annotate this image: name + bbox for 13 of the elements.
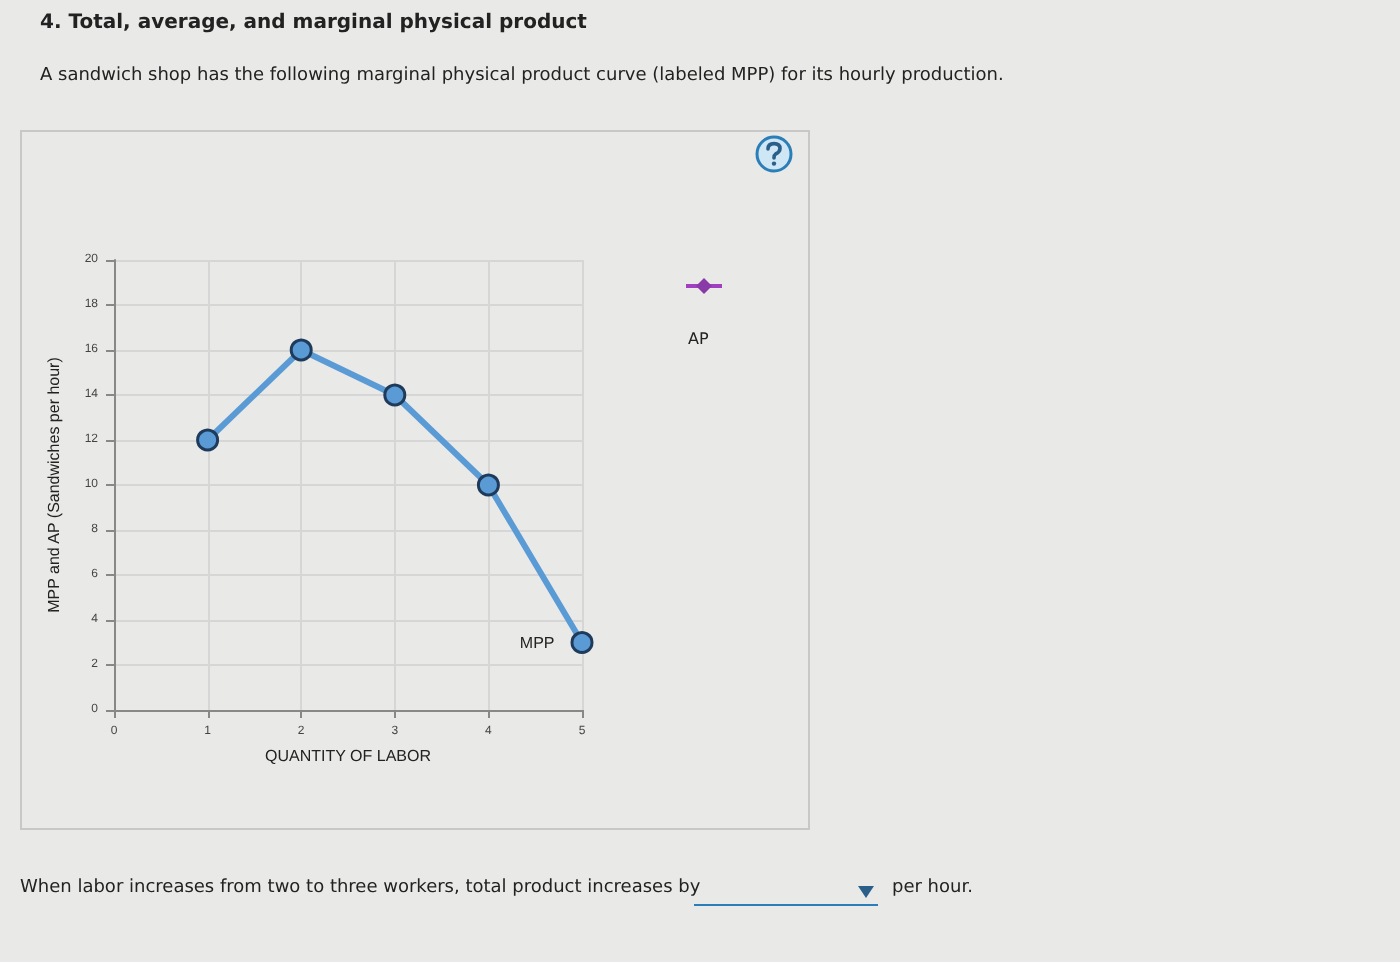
chart-title: 4. Total, average, and marginal physical product <box>40 12 587 34</box>
y-axis-title: MPP and AP (Sandwiches per hour) <box>45 356 63 613</box>
point <box>476 473 500 497</box>
text: AP <box>688 330 709 348</box>
series-label: MPP <box>519 633 555 652</box>
point <box>383 383 407 407</box>
point <box>570 631 594 654</box>
chart-subtitle: A sandwich shop has the following marginal physical product curve (labeled MPP) for its hourly production. <box>40 66 1004 86</box>
point <box>196 428 220 452</box>
point <box>289 338 313 362</box>
x-axis-title: QUANTITY OF LABOR <box>265 746 432 765</box>
text: When labor increases from two to three workers, total product increases by <box>20 878 701 898</box>
text: per hour. <box>892 878 973 898</box>
